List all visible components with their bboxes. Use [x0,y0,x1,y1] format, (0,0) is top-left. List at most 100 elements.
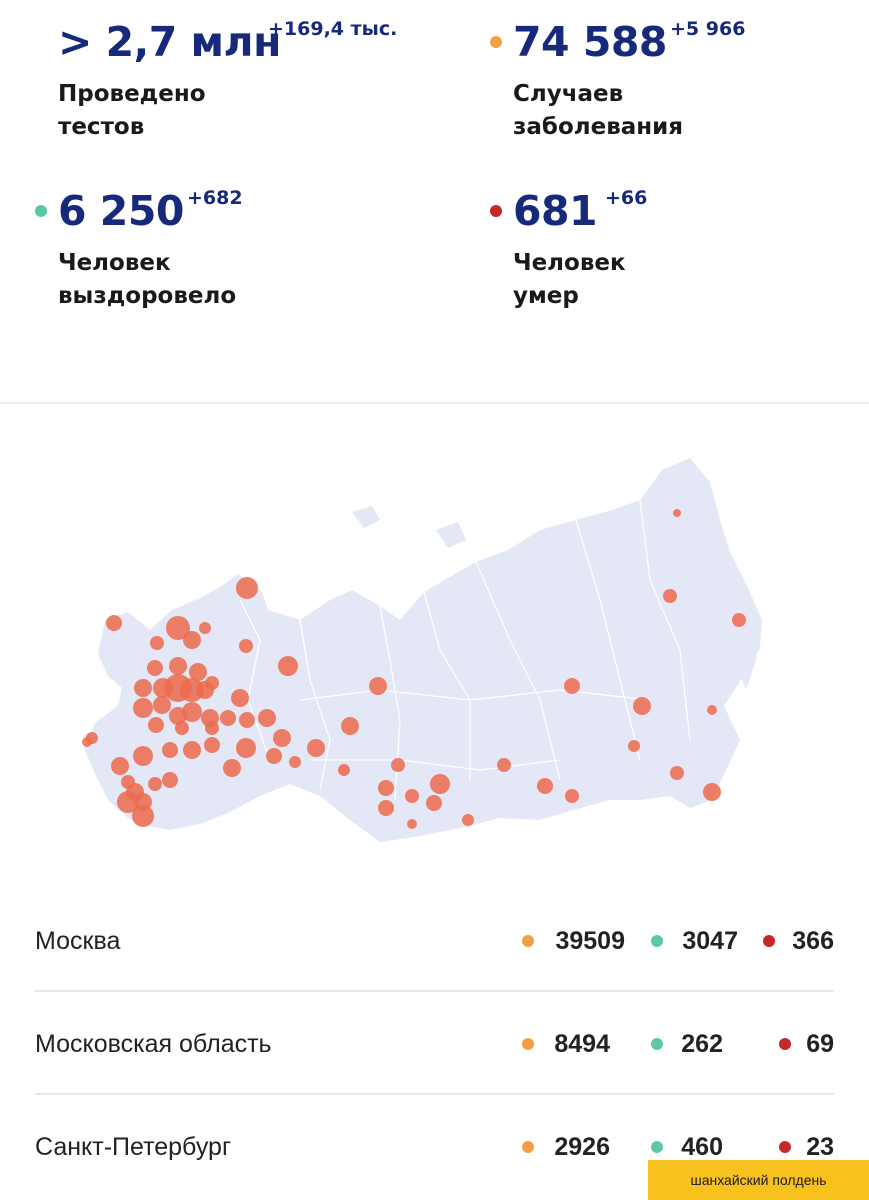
cases-dot-icon [522,935,534,947]
map-marker[interactable] [707,705,717,715]
region-recovered: 262 [681,1030,723,1058]
map-marker[interactable] [199,622,211,634]
map-marker[interactable] [405,789,419,803]
region-recovered: 460 [681,1133,723,1161]
map-marker[interactable] [628,740,640,752]
map-marker[interactable] [175,721,189,735]
map-marker[interactable] [231,689,249,707]
map-marker[interactable] [153,696,171,714]
map-marker[interactable] [703,783,721,801]
recovered-label: Человек выздоровело [58,247,318,313]
row-divider [35,990,834,992]
recovered-label-line2: выздоровело [58,283,237,309]
map-marker[interactable] [133,746,153,766]
map-marker[interactable] [182,702,202,722]
map-marker[interactable] [132,805,154,827]
map-marker[interactable] [378,780,394,796]
map-marker[interactable] [565,789,579,803]
region-row-saint-petersburg[interactable]: Санкт-Петербург 2926 460 23 [35,1096,834,1198]
region-row-moscow[interactable]: Москва 39509 3047 366 [35,890,834,992]
map-marker[interactable] [273,729,291,747]
region-cases: 39509 [555,927,625,955]
map-marker[interactable] [169,657,187,675]
map-marker[interactable] [117,791,139,813]
map-marker[interactable] [111,757,129,775]
map-marker[interactable] [162,772,178,788]
cases-label-line2: заболевания [513,114,684,140]
map-marker[interactable] [236,738,256,758]
map-marker[interactable] [391,758,405,772]
map-marker[interactable] [189,663,207,681]
map-marker[interactable] [673,509,681,517]
deaths-delta: +66 [605,187,648,209]
recovered-dot-icon [651,1141,663,1153]
deaths-dot-icon [763,935,775,947]
map-marker[interactable] [407,819,417,829]
map-landmass-north-islands [352,506,500,586]
map-marker[interactable] [732,613,746,627]
map-marker[interactable] [148,777,162,791]
map-marker[interactable] [147,660,163,676]
deaths-dot-icon [779,1038,791,1050]
map-marker[interactable] [239,639,253,653]
map-marker[interactable] [564,678,580,694]
row-divider [35,1093,834,1095]
map-marker[interactable] [133,698,153,718]
map-marker[interactable] [258,709,276,727]
map-marker[interactable] [204,737,220,753]
map-marker[interactable] [166,616,190,640]
russia-outline-map-icon[interactable] [0,430,869,870]
region-deaths: 69 [806,1030,834,1058]
map-marker[interactable] [220,710,236,726]
map-marker[interactable] [338,764,350,776]
cases-dot-icon [522,1038,534,1050]
recovered-dot-icon [651,1038,663,1050]
deaths-label-line1: Человек [513,250,626,276]
map-marker[interactable] [183,741,201,759]
map-marker[interactable] [148,717,164,733]
map-marker[interactable] [134,679,152,697]
map-marker[interactable] [183,631,201,649]
cases-dot-icon [490,36,502,48]
deaths-value: 681 [513,187,598,235]
recovered-dot-icon [651,935,663,947]
tests-label-line2: тестов [58,114,145,140]
deaths-dot-icon [490,205,502,217]
map-marker[interactable] [462,814,474,826]
region-name: Санкт-Петербург [35,1133,232,1161]
map-marker[interactable] [150,636,164,650]
cases-delta: +5 966 [670,18,746,40]
map-marker[interactable] [430,774,450,794]
map-marker[interactable] [239,712,255,728]
map-marker[interactable] [497,758,511,772]
map-marker[interactable] [278,656,298,676]
map-marker[interactable] [537,778,553,794]
map-marker[interactable] [663,589,677,603]
map-marker[interactable] [162,742,178,758]
map-marker[interactable] [369,677,387,695]
map-marker[interactable] [307,739,325,757]
deaths-label: Человек умер [513,247,773,313]
map-marker[interactable] [670,766,684,780]
map-marker[interactable] [106,615,122,631]
map-marker[interactable] [82,737,92,747]
map-marker[interactable] [266,748,282,764]
tests-label: Проведено тестов [58,78,318,144]
map-marker[interactable] [236,577,258,599]
recovered-value: 6 250 [58,187,184,235]
region-name: Московская область [35,1030,272,1058]
map-marker[interactable] [341,717,359,735]
region-row-moscow-oblast[interactable]: Московская область 8494 262 69 [35,993,834,1095]
map-marker[interactable] [378,800,394,816]
map-marker[interactable] [205,721,219,735]
map-marker[interactable] [180,678,204,702]
map-marker[interactable] [289,756,301,768]
region-name: Москва [35,927,121,955]
map-marker[interactable] [426,795,442,811]
map-marker[interactable] [205,676,219,690]
map-marker[interactable] [223,759,241,777]
map-landmass [84,458,762,842]
region-deaths: 23 [806,1133,834,1161]
map-marker[interactable] [633,697,651,715]
region-cases: 2926 [554,1133,610,1161]
